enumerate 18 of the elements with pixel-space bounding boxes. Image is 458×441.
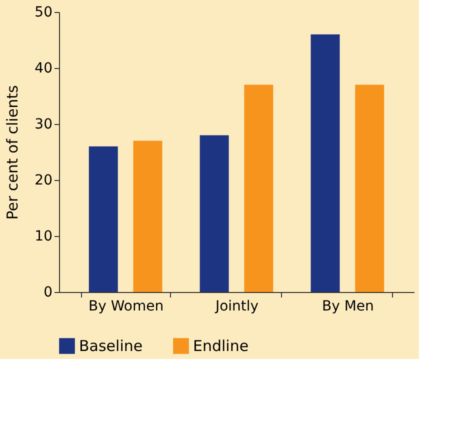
x-tick-label: By Men — [322, 298, 374, 314]
bar — [133, 140, 162, 292]
x-tick-label: By Women — [88, 298, 164, 314]
bar — [244, 84, 274, 292]
y-tick-label: 30 — [34, 116, 52, 132]
y-tick-label: 20 — [34, 172, 52, 188]
y-tick-label: 50 — [34, 4, 52, 20]
bar — [355, 84, 384, 292]
x-tick-label: Jointly — [214, 298, 259, 314]
y-tick-label: 40 — [34, 60, 52, 76]
bar — [310, 34, 340, 292]
y-tick-label: 0 — [44, 284, 52, 300]
bar — [200, 135, 229, 292]
legend-label: Baseline — [79, 337, 143, 355]
bar — [88, 146, 118, 292]
y-axis-title: Per cent of clients — [4, 85, 22, 220]
legend-label: Endline — [193, 337, 249, 355]
y-tick-label: 10 — [34, 228, 52, 244]
